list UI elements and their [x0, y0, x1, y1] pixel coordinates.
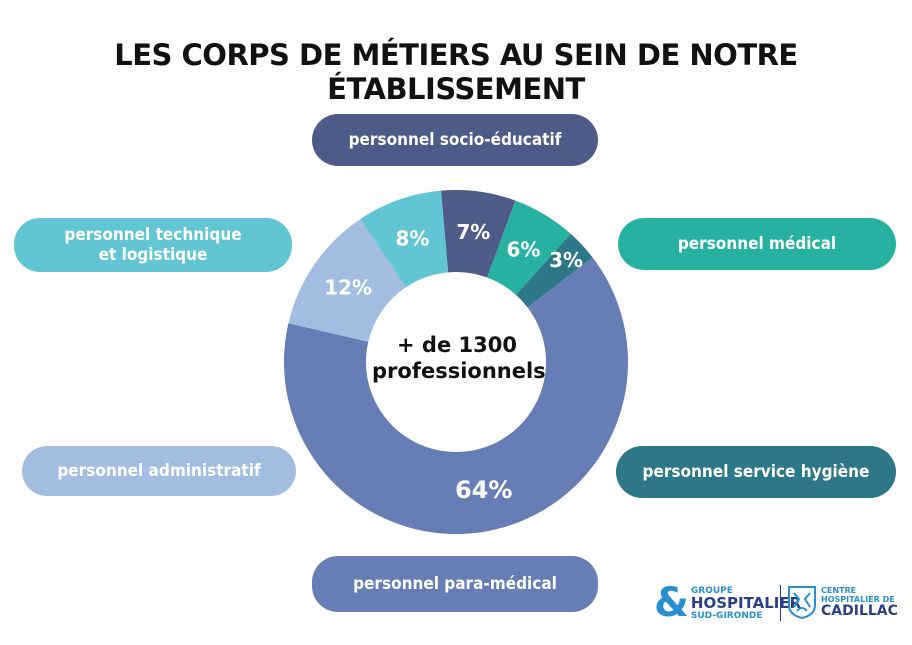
label-technique-line1: personnel technique: [64, 225, 242, 245]
slice-label-para-medical: 64%: [455, 476, 512, 504]
logo-hospitalier-text: HOSPITALIER: [690, 593, 802, 612]
center-label-line1: + de 1300: [397, 333, 517, 357]
label-hygiene-text: personnel service hygiène: [642, 462, 870, 482]
ampersand-logo-icon: &: [654, 580, 689, 626]
label-para-medical-text: personnel para-médical: [353, 574, 557, 594]
label-socio-educatif-text: personnel socio-éducatif: [348, 130, 562, 150]
slice-label-medical: 6%: [506, 238, 540, 262]
label-technique-line2: et logistique: [98, 245, 208, 265]
logo-groupe-hospitalier: & GROUPE HOSPITALIER SUD-GIRONDE: [654, 583, 801, 623]
label-service-hygiene: personnel service hygiène: [616, 446, 896, 498]
center-label: + de 1300 professionnels: [372, 332, 546, 384]
slice-medical: [487, 200, 571, 295]
slice-technique-logistique: [360, 190, 449, 288]
logo-cadillac-text: CADILLAC: [821, 602, 898, 619]
label-para-medical: personnel para-médical: [312, 556, 598, 612]
label-technique-logistique: personnel technique et logistique: [14, 218, 292, 272]
logo-centre-hospitalier-cadillac: CENTRE HOSPITALIER DE CADILLAC: [787, 585, 898, 619]
cadillac-emblem-icon: [788, 586, 816, 619]
slice-administratif: [288, 219, 406, 342]
slice-para-medical: [284, 257, 628, 534]
center-label-line2: professionnels: [372, 359, 546, 383]
logo-centre-text: CENTRE: [821, 585, 857, 595]
logo-groupe-text: GROUPE: [690, 585, 733, 596]
label-administratif-text: personnel administratif: [57, 461, 261, 481]
slice-label-socio-educatif: 7%: [456, 220, 490, 244]
label-socio-educatif: personnel socio-éducatif: [312, 114, 598, 166]
logo-hospitalier-de-text: HOSPITALIER DE: [821, 594, 895, 604]
slice-socio-educatif: [441, 190, 516, 278]
slice-label-technique-logistique: 8%: [396, 226, 430, 250]
label-medical-text: personnel médical: [677, 234, 837, 254]
page-title: LES CORPS DE MÉTIERS AU SEIN DE NOTRE ÉT…: [114, 38, 798, 106]
logo-sud-gironde-text: SUD-GIRONDE: [690, 610, 763, 621]
label-medical: personnel médical: [618, 218, 896, 270]
logo-divider: [780, 585, 781, 621]
slice-service-hygiene: [515, 233, 593, 308]
slice-label-service-hygiene: 3%: [549, 248, 583, 272]
label-administratif: personnel administratif: [22, 446, 296, 496]
slice-label-administratif: 12%: [324, 276, 372, 300]
